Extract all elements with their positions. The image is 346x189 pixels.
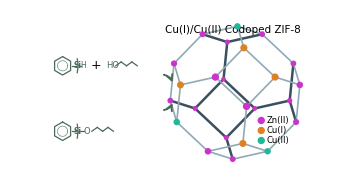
Point xyxy=(213,76,218,79)
Point xyxy=(258,139,264,142)
Point xyxy=(240,142,246,145)
Text: Cu(I): Cu(I) xyxy=(267,126,287,135)
Point xyxy=(252,107,257,110)
Point xyxy=(260,33,265,36)
Text: Cu(I)/Cu(II) Codoped ZIF-8: Cu(I)/Cu(II) Codoped ZIF-8 xyxy=(165,25,301,35)
Point xyxy=(192,107,198,110)
Text: Zn(II): Zn(II) xyxy=(267,116,289,125)
Point xyxy=(244,105,249,108)
Point xyxy=(174,121,180,124)
Point xyxy=(171,62,177,65)
Text: Si: Si xyxy=(74,127,82,136)
Text: +: + xyxy=(90,59,101,71)
Text: Cu(II): Cu(II) xyxy=(267,136,289,145)
Point xyxy=(200,33,205,36)
Point xyxy=(293,121,299,124)
Point xyxy=(224,136,229,139)
Point xyxy=(205,150,211,153)
Point xyxy=(167,99,173,102)
Point xyxy=(297,83,303,86)
Point xyxy=(258,129,264,132)
Point xyxy=(235,25,240,28)
Text: H: H xyxy=(81,61,86,70)
Point xyxy=(178,83,183,86)
Point xyxy=(230,158,236,161)
Point xyxy=(265,150,271,153)
Point xyxy=(258,119,264,122)
Text: Si: Si xyxy=(74,61,82,70)
Text: O: O xyxy=(84,127,91,136)
Point xyxy=(287,99,292,102)
Point xyxy=(241,46,247,49)
Point xyxy=(272,76,278,79)
Text: HO: HO xyxy=(106,61,119,70)
Point xyxy=(221,78,226,81)
Point xyxy=(225,40,230,43)
Point xyxy=(291,62,296,65)
